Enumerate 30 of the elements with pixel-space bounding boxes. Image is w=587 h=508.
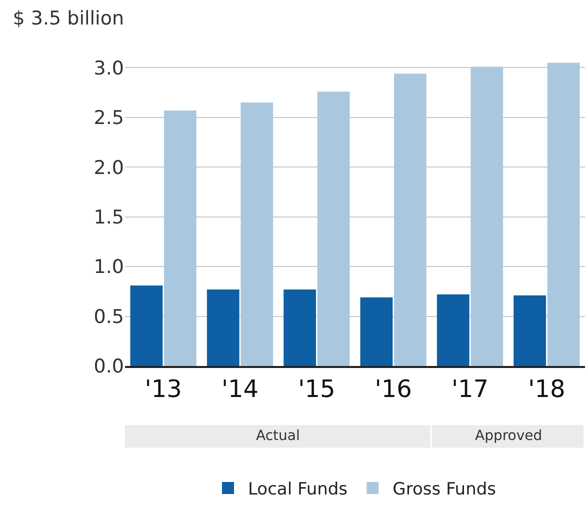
x-tick-label: '18 (528, 374, 566, 403)
legend-label: Local Funds (248, 480, 348, 500)
bar (164, 110, 196, 366)
bar (436, 294, 470, 366)
bar (284, 289, 316, 366)
bar (206, 289, 240, 366)
x-tick-label: '16 (374, 374, 412, 403)
text: Approved (475, 428, 542, 444)
bar (130, 285, 163, 366)
y-tick-label: 2.5 (94, 107, 124, 130)
x-tick-label: '17 (451, 374, 489, 403)
bar (240, 102, 274, 366)
y-tick-label: $ 3.5 billion (12, 8, 124, 30)
y-tick-label: 2.0 (94, 156, 124, 179)
y-tick-label: 1.0 (94, 256, 124, 278)
bar (547, 62, 580, 366)
x-tick-label: '15 (298, 374, 336, 403)
y-tick-label: 0.0 (94, 356, 124, 378)
legend-label: Gross Funds (392, 480, 496, 500)
bar (317, 92, 350, 366)
bar (514, 295, 546, 366)
y-tick-label: 1.5 (94, 206, 124, 229)
bar (394, 74, 426, 366)
bar (360, 297, 393, 366)
x-tick-label: '13 (144, 374, 182, 403)
text: Actual (256, 428, 300, 444)
bar (470, 66, 504, 366)
x-tick-label: '14 (221, 374, 259, 403)
y-tick-label: 3.0 (94, 57, 124, 80)
y-tick-label: 0.5 (94, 306, 124, 328)
